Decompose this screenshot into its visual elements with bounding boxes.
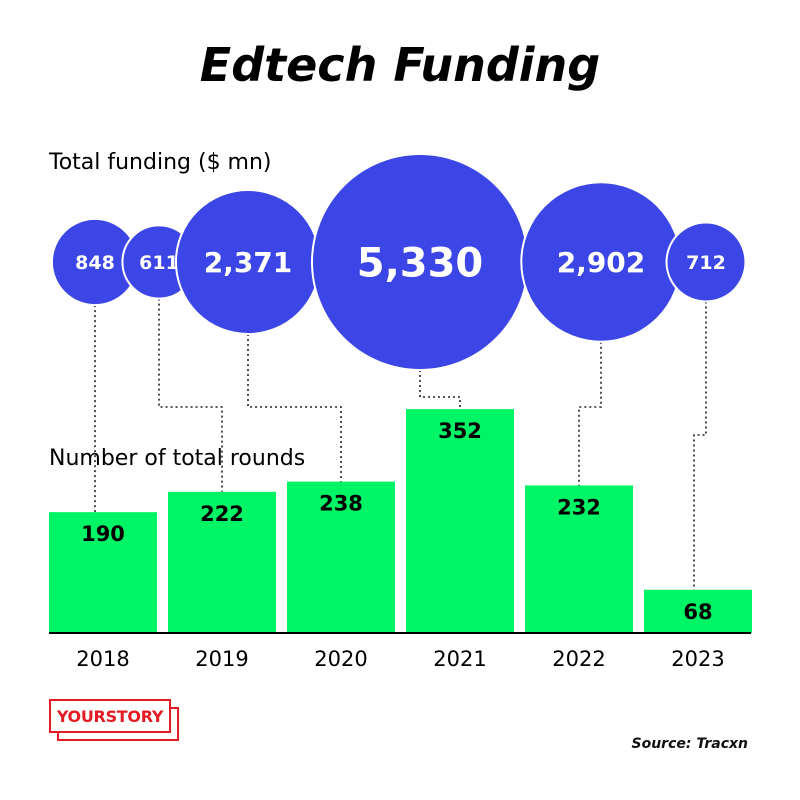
x-tick-label: 2019 xyxy=(195,647,248,671)
bubble-value-label: 2,371 xyxy=(204,246,293,279)
chart-title: Edtech Funding xyxy=(199,38,601,92)
x-tick-labels: 2018 2019 2020 2021 2022 2023 xyxy=(76,647,724,671)
x-tick-label: 2023 xyxy=(671,647,724,671)
bar-value-label: 238 xyxy=(319,492,363,516)
connector-2020 xyxy=(247,334,342,482)
bar-2019 xyxy=(168,491,276,633)
bar-2022 xyxy=(525,485,633,633)
connector-2023 xyxy=(693,301,707,590)
bar-2023 xyxy=(644,589,752,633)
bar-2018 xyxy=(49,512,157,633)
connector-2019 xyxy=(158,298,223,492)
bar-value-label: 222 xyxy=(200,502,244,526)
x-tick-label: 2020 xyxy=(314,647,367,671)
x-tick-label: 2018 xyxy=(76,647,129,671)
connector-2022 xyxy=(578,341,602,486)
bar-2020 xyxy=(287,481,395,633)
bubble-value-label: 611 xyxy=(139,252,179,274)
connector-lines xyxy=(94,298,707,590)
rounds-section-label: Number of total rounds xyxy=(49,446,306,471)
bar-value-label: 232 xyxy=(557,495,601,519)
bubble-value-label: 848 xyxy=(75,252,115,274)
bar-value-label: 68 xyxy=(683,600,712,624)
x-tick-label: 2021 xyxy=(433,647,486,671)
bubble-value-label: 5,330 xyxy=(357,240,484,286)
bar-value-label: 352 xyxy=(438,419,482,443)
bubble-2023 xyxy=(665,221,747,303)
x-tick-label: 2022 xyxy=(552,647,605,671)
bar-2021 xyxy=(406,409,514,633)
connector-2021 xyxy=(419,370,461,410)
logo-text: YOURSTORY xyxy=(56,706,164,726)
yourstory-logo: YOURSTORY xyxy=(49,699,181,745)
bubble-series: 848 611 2,371 5,330 2,902 712 xyxy=(50,153,747,371)
funding-section-label: Total funding ($ mn) xyxy=(49,150,272,175)
bar-value-label: 190 xyxy=(81,522,125,546)
bubble-value-label: 712 xyxy=(686,252,726,274)
bar-series: 190 222 238 352 232 68 xyxy=(49,409,752,633)
source-note: Source: Tracxn xyxy=(631,736,749,752)
bubble-value-label: 2,902 xyxy=(557,246,646,279)
